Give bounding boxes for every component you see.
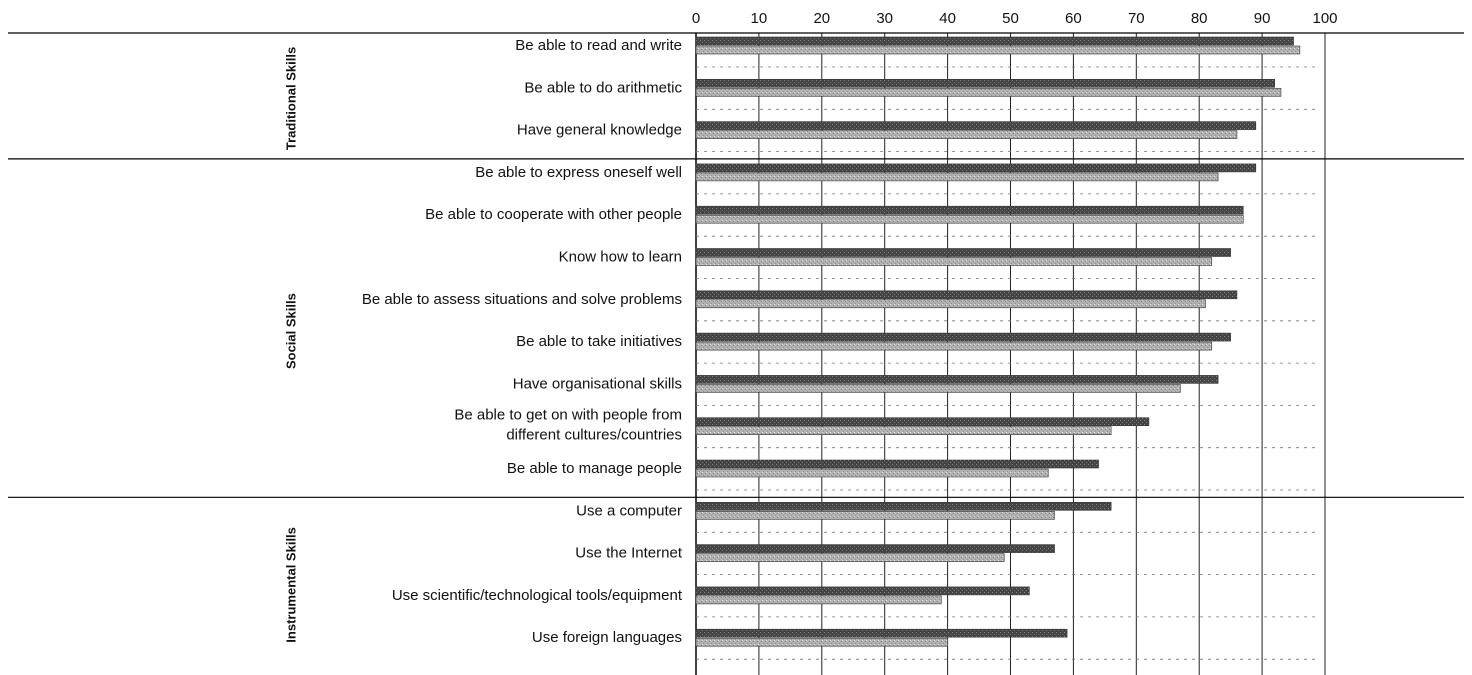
category-label-line-2: different cultures/countries xyxy=(506,427,682,444)
category-label: Be able to read and write xyxy=(515,37,682,54)
group-label: Traditional Skills xyxy=(283,47,298,150)
bar-series2 xyxy=(695,214,1244,224)
grid-layer xyxy=(8,32,1464,675)
bar-series1 xyxy=(695,332,1231,342)
labels-layer: 0 10 20 30 40 50 60 70 80 90 100 Be able to read an… xyxy=(283,10,1337,646)
x-tick-label-70: 70 xyxy=(1128,10,1145,27)
category-label: Use foreign languages xyxy=(532,629,682,646)
bar-series2 xyxy=(695,510,1055,520)
x-tick-label-50: 50 xyxy=(1002,10,1019,27)
category-label: Use scientific/technological tools/equip… xyxy=(392,587,683,604)
x-tick-label-10: 10 xyxy=(751,10,768,27)
bar-series1 xyxy=(695,501,1112,511)
group-label: Instrumental Skills xyxy=(283,527,298,643)
category-label: Be able to do arithmetic xyxy=(524,79,682,96)
x-tick-label-40: 40 xyxy=(939,10,956,27)
bar-series1 xyxy=(695,417,1150,427)
bars-layer xyxy=(695,36,1301,647)
category-label: Be able to assess situations and solve p… xyxy=(362,291,682,308)
bar-series2 xyxy=(695,468,1049,478)
bar-series2 xyxy=(695,341,1213,351)
bar-series1 xyxy=(695,628,1068,638)
bar-series2 xyxy=(695,299,1206,309)
category-label: Know how to learn xyxy=(559,249,682,266)
x-tick-label-0: 0 xyxy=(692,10,700,27)
category-label: Be able to cooperate with other people xyxy=(425,206,682,223)
bar-series1 xyxy=(695,544,1055,553)
bar-series1 xyxy=(695,248,1231,257)
bar-series1 xyxy=(695,79,1275,88)
bar-series1 xyxy=(695,586,1030,596)
bar-series2 xyxy=(695,384,1181,393)
bar-series2 xyxy=(695,172,1219,182)
bar-series2 xyxy=(695,257,1213,266)
bar-series2 xyxy=(695,553,1005,562)
bar-series1 xyxy=(695,290,1238,300)
x-tick-label-100: 100 xyxy=(1312,10,1337,27)
bar-series1 xyxy=(695,375,1219,384)
bar-series1 xyxy=(695,121,1257,130)
category-label-line-1: Be able to get on with people from xyxy=(454,407,682,424)
bar-series2 xyxy=(695,130,1238,139)
bar-series1 xyxy=(695,163,1257,173)
category-label: Have general knowledge xyxy=(517,122,682,139)
x-tick-label-60: 60 xyxy=(1065,10,1082,27)
bar-series1 xyxy=(695,36,1294,46)
category-label: Be able to manage people xyxy=(507,460,682,477)
bar-series2 xyxy=(695,88,1282,97)
category-label: Use the Internet xyxy=(575,545,683,562)
bar-series1 xyxy=(695,205,1244,215)
x-tick-label-80: 80 xyxy=(1191,10,1208,27)
category-label: Have organisational skills xyxy=(513,375,682,392)
bar-series2 xyxy=(695,45,1301,55)
bar-series1 xyxy=(695,459,1099,469)
x-tick-label-90: 90 xyxy=(1254,10,1271,27)
bar-series2 xyxy=(695,426,1112,436)
x-tick-label-30: 30 xyxy=(876,10,893,27)
x-tick-label-20: 20 xyxy=(813,10,830,27)
group-label: Social Skills xyxy=(283,293,298,369)
category-label: Be able to express oneself well xyxy=(475,164,682,181)
bar-series2 xyxy=(695,637,948,647)
category-label: Be able to take initiatives xyxy=(516,333,682,350)
category-label: Use a computer xyxy=(576,502,682,519)
bar-series2 xyxy=(695,595,942,605)
